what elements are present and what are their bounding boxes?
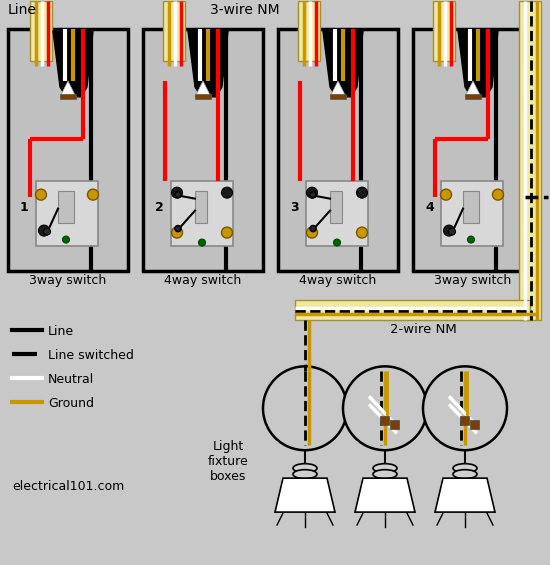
- Bar: [306, 181, 368, 246]
- Circle shape: [423, 366, 507, 450]
- Text: 3: 3: [290, 201, 299, 214]
- Polygon shape: [465, 81, 481, 97]
- Text: Ground: Ground: [48, 397, 94, 410]
- Bar: [195, 94, 211, 99]
- Bar: [36, 181, 98, 246]
- Ellipse shape: [293, 464, 317, 473]
- Ellipse shape: [293, 470, 317, 479]
- Polygon shape: [275, 478, 335, 512]
- Text: Line: Line: [8, 3, 37, 17]
- Polygon shape: [53, 31, 93, 97]
- Circle shape: [310, 225, 316, 232]
- Text: 4way switch: 4way switch: [299, 275, 377, 288]
- Bar: [465, 94, 481, 99]
- Bar: [330, 190, 342, 223]
- Circle shape: [306, 227, 317, 238]
- Polygon shape: [323, 31, 363, 97]
- Text: 4way switch: 4way switch: [164, 275, 241, 288]
- Text: 3-wire NM: 3-wire NM: [210, 3, 280, 17]
- Ellipse shape: [453, 464, 477, 473]
- Bar: [460, 416, 469, 425]
- Bar: [30, 1, 52, 61]
- Circle shape: [310, 192, 316, 198]
- Bar: [413, 29, 533, 271]
- Ellipse shape: [453, 470, 477, 479]
- Bar: [143, 29, 263, 271]
- Circle shape: [175, 192, 181, 198]
- Text: 4: 4: [425, 201, 434, 214]
- Circle shape: [172, 187, 183, 198]
- Bar: [433, 1, 455, 61]
- Text: 1: 1: [20, 201, 29, 214]
- Circle shape: [448, 228, 455, 235]
- Circle shape: [306, 187, 317, 198]
- Bar: [463, 190, 479, 223]
- Text: 3way switch: 3way switch: [434, 275, 512, 288]
- Bar: [519, 1, 541, 320]
- Bar: [171, 181, 233, 246]
- Bar: [470, 420, 479, 429]
- Text: Neutral: Neutral: [48, 373, 94, 386]
- Bar: [58, 190, 74, 223]
- Ellipse shape: [373, 470, 397, 479]
- Bar: [380, 416, 389, 425]
- Circle shape: [63, 236, 69, 243]
- Polygon shape: [60, 81, 76, 97]
- Circle shape: [468, 236, 475, 243]
- Circle shape: [199, 239, 206, 246]
- Bar: [330, 94, 346, 99]
- Polygon shape: [188, 31, 228, 97]
- Polygon shape: [355, 478, 415, 512]
- Circle shape: [36, 189, 47, 200]
- Text: 2-wire NM: 2-wire NM: [390, 323, 456, 336]
- Bar: [278, 29, 398, 271]
- Circle shape: [222, 187, 233, 198]
- Ellipse shape: [373, 464, 397, 473]
- Circle shape: [43, 228, 51, 235]
- Circle shape: [343, 366, 427, 450]
- Circle shape: [492, 189, 503, 200]
- Text: electrical101.com: electrical101.com: [12, 480, 124, 493]
- Circle shape: [175, 225, 181, 232]
- Circle shape: [333, 239, 340, 246]
- Circle shape: [222, 227, 233, 238]
- Bar: [163, 1, 185, 61]
- Bar: [441, 181, 503, 246]
- Polygon shape: [330, 81, 346, 97]
- Text: Light
fixture
boxes: Light fixture boxes: [208, 440, 249, 483]
- Bar: [8, 29, 128, 271]
- Bar: [60, 94, 76, 99]
- Circle shape: [441, 189, 452, 200]
- Text: Line switched: Line switched: [48, 349, 134, 362]
- Circle shape: [356, 187, 367, 198]
- Circle shape: [443, 225, 454, 236]
- Text: Line: Line: [48, 325, 74, 338]
- Circle shape: [263, 366, 347, 450]
- Circle shape: [87, 189, 98, 200]
- Circle shape: [39, 225, 50, 236]
- Bar: [295, 301, 530, 320]
- Text: 2: 2: [155, 201, 164, 214]
- Polygon shape: [195, 81, 211, 97]
- Bar: [298, 1, 320, 61]
- Bar: [195, 190, 207, 223]
- Circle shape: [356, 227, 367, 238]
- Text: 3way switch: 3way switch: [29, 275, 107, 288]
- Polygon shape: [435, 478, 495, 512]
- Bar: [390, 420, 399, 429]
- Circle shape: [172, 227, 183, 238]
- Polygon shape: [458, 31, 498, 97]
